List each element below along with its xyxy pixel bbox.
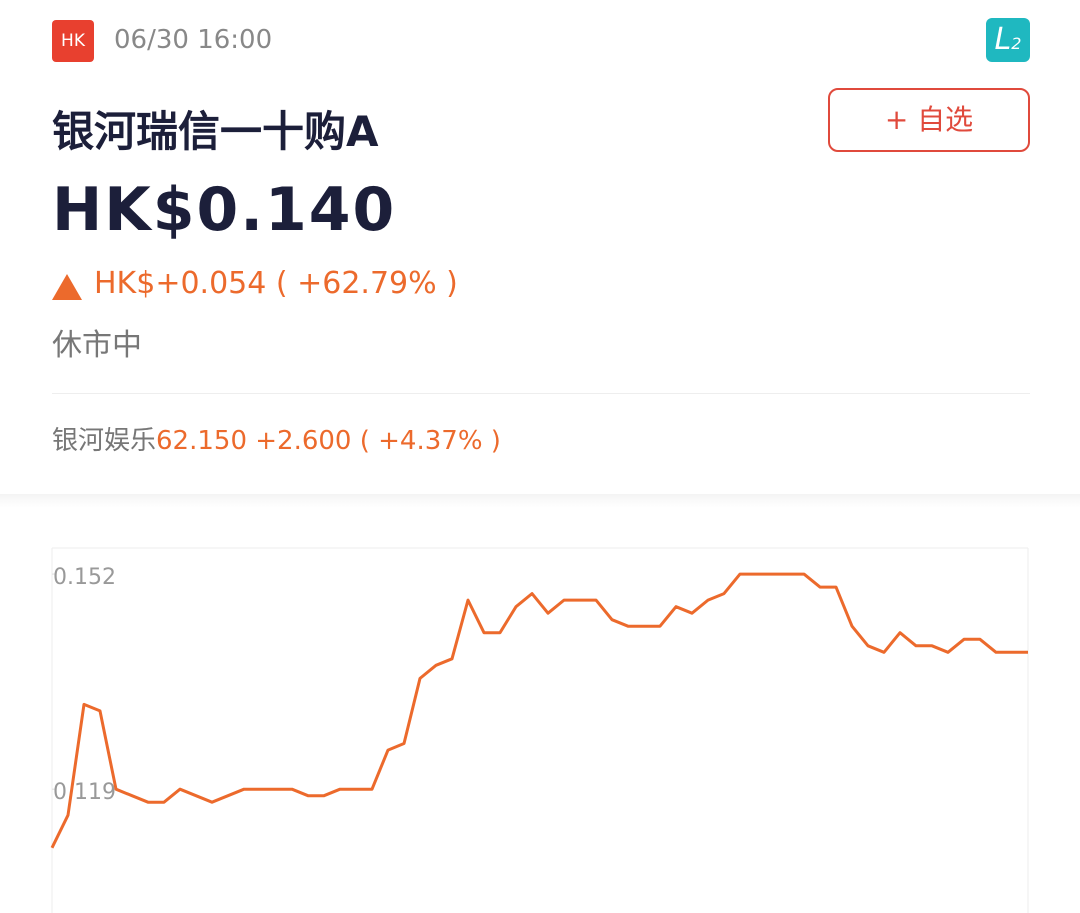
underlying-quote: 62.150 +2.600 ( +4.37% ) [156, 426, 501, 456]
time: 06/30 16:00 [114, 25, 273, 55]
underlying-name: 银河娱乐 [52, 426, 157, 456]
price: HK$0.140 [52, 175, 397, 245]
level-sub: 2 [1011, 34, 1022, 53]
up-icon [52, 274, 82, 300]
y-tick-label: 0.152 [53, 565, 116, 590]
level-badge[interactable]: L2 [986, 18, 1030, 62]
change: HK$+0.054 ( +62.79% ) [94, 266, 458, 301]
underlying[interactable]: 银河娱乐62.150 +2.600 ( +4.37% ) [52, 420, 501, 457]
price-line [50, 572, 1028, 849]
y-tick-label: 0.119 [53, 780, 116, 805]
separator [52, 393, 1030, 394]
watch-button[interactable]: + 自选 [828, 88, 1030, 152]
level-letter: L [994, 22, 1012, 57]
status: 休市中 [52, 328, 142, 363]
stock-name: 银河瑞信一十购A [52, 107, 379, 156]
market-badge: HK [52, 20, 94, 62]
divider-band [0, 494, 1080, 508]
